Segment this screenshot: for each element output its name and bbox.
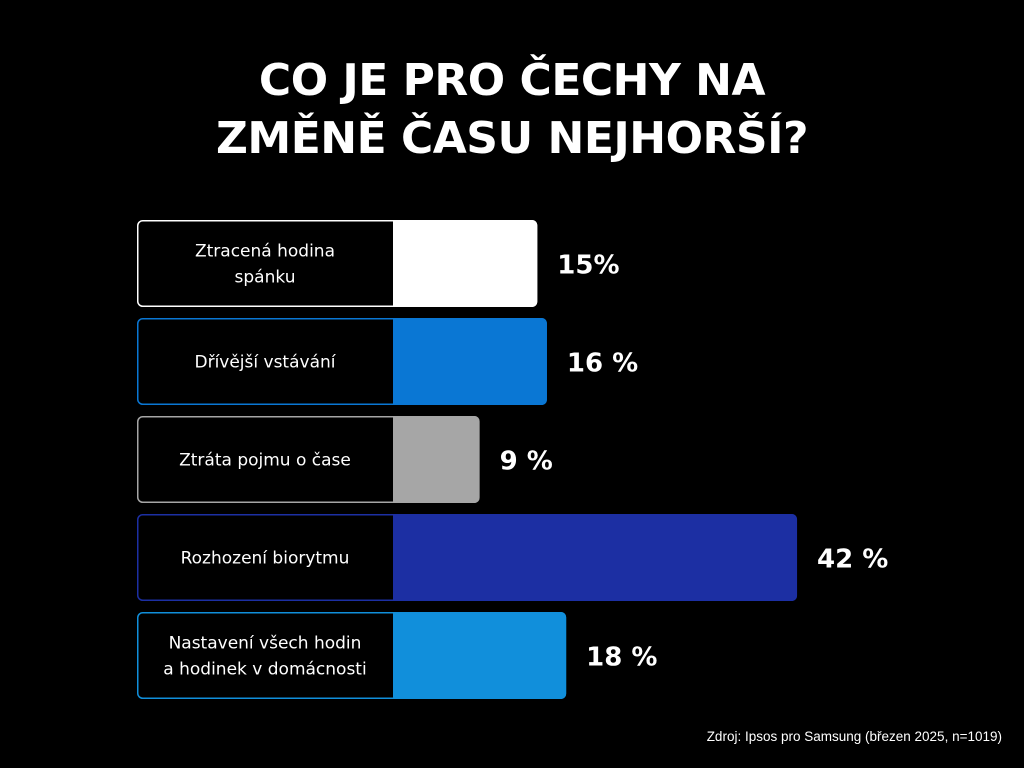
value-label-3: 9 % [500,447,553,477]
bar-row-5: Nastavení všech hodin a hodinek v domácno… [137,612,657,699]
chart-title-line-1: CO JE PRO ČECHY NA [258,55,766,106]
category-label-5-line-2: a hodinek v domácnosti [163,660,366,680]
bar-outline-2 [137,318,547,405]
bar-row-2: Dřívější vstávání 16 % [137,318,638,405]
bar-join-3 [393,416,403,503]
category-label-5-line-1: Nastavení všech hodin [169,634,362,654]
category-label-1-line-2: spánku [235,268,296,288]
bar-join-4 [393,514,403,601]
value-label-4: 42 % [817,545,888,575]
bar-3 [393,416,480,503]
value-label-5: 18 % [586,643,657,673]
source-note: Zdroj: Ipsos pro Samsung (březen 2025, n… [706,729,1002,744]
value-label-2: 16 % [567,349,638,379]
bar-5 [393,612,567,699]
bar-outline-4 [137,514,798,601]
bar-join-1 [393,220,403,307]
chart-title: CO JE PRO ČECHY NA ZMĚNĚ ČASU NEJHORŠÍ? [0,52,1024,168]
category-label-3-line-1: Ztráta pojmu o čase [179,451,351,471]
category-label-2-line-1: Dřívější vstávání [194,353,336,373]
bar-join-2 [393,318,403,405]
bar-row-1: Ztracená hodina spánku 15% [137,220,620,307]
bar-outline-3 [137,416,480,503]
bar-row-3: Ztráta pojmu o čase 9 % [137,416,553,503]
chart-title-line-2: ZMĚNĚ ČASU NEJHORŠÍ? [216,113,808,164]
bar-outline-1 [137,220,538,307]
value-label-1: 15% [557,251,619,281]
bar-4 [393,514,798,601]
bar-outline-5 [137,612,567,699]
category-label-4-line-1: Rozhození biorytmu [181,549,350,569]
bar-row-4: Rozhození biorytmu 42 % [137,514,888,601]
bar-1 [393,220,538,307]
bar-join-5 [393,612,403,699]
bar-2 [393,318,547,405]
category-label-1-line-1: Ztracená hodina [195,242,335,262]
